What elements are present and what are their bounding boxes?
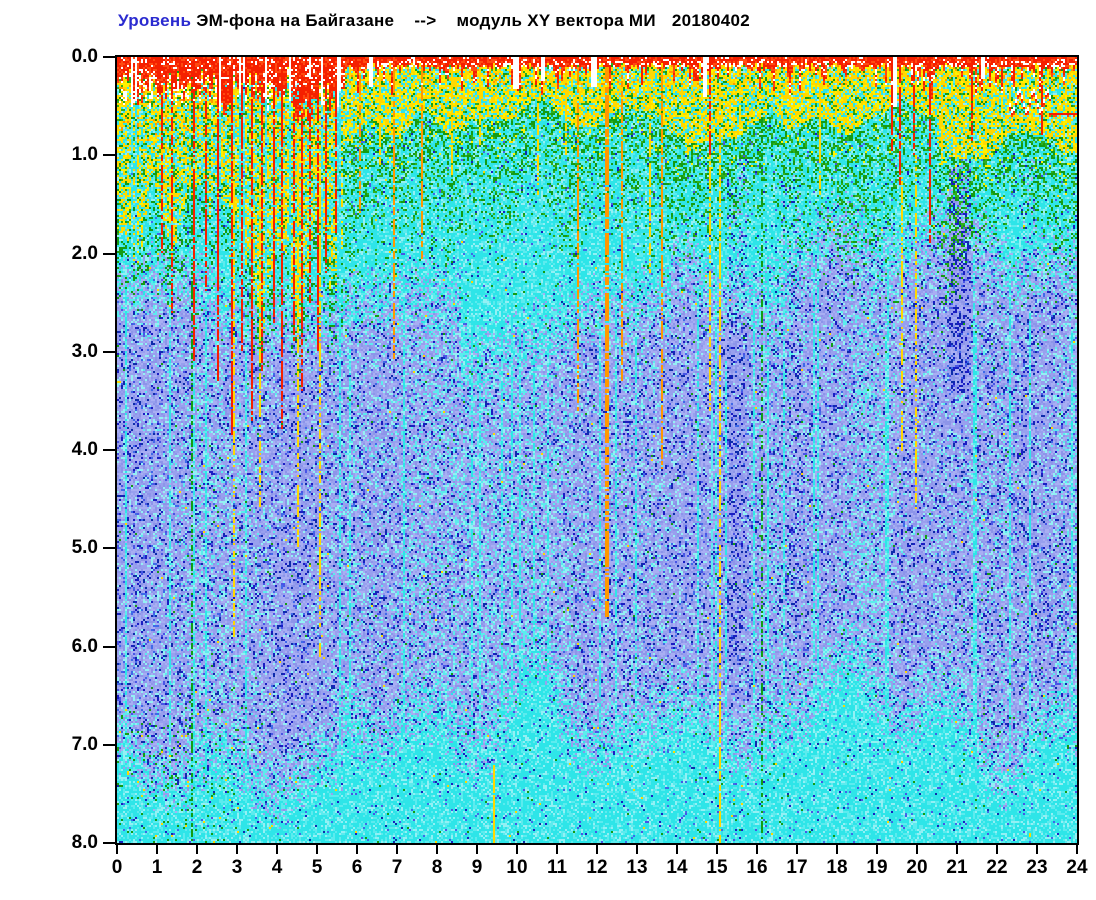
x-axis-label: 11 [546, 857, 568, 878]
y-axis-tick [103, 56, 116, 58]
x-axis-tick [596, 845, 598, 854]
y-axis-tick [103, 743, 116, 746]
y-axis-label: 5.0 [71, 537, 98, 559]
x-axis-tick [316, 845, 318, 854]
x-axis-label: 20 [906, 857, 928, 878]
x-axis-label: 1 [151, 857, 163, 878]
y-axis-label: 1.0 [71, 144, 98, 166]
x-axis-tick [196, 845, 198, 854]
x-axis-label: 23 [1026, 857, 1048, 878]
x-axis-tick [516, 845, 518, 854]
x-axis-tick [436, 845, 438, 854]
y-axis-label: 2.0 [71, 242, 98, 264]
y-axis-tick [103, 547, 116, 550]
y-axis-label: 4.0 [71, 439, 98, 460]
x-axis-tick [356, 845, 358, 854]
x-axis-tick [116, 845, 118, 854]
x-axis-tick [996, 845, 998, 854]
title-arrow: --> [414, 11, 437, 30]
x-axis-tick [156, 845, 158, 854]
x-axis-tick [396, 845, 398, 854]
x-axis-label: 17 [786, 857, 808, 878]
x-axis-tick [476, 845, 478, 854]
x-axis-label: 8 [431, 857, 443, 878]
x-axis-label: 12 [586, 857, 608, 878]
y-axis-label: 6.0 [71, 635, 98, 657]
y-axis-label: 3.0 [71, 340, 98, 362]
y-axis-label: 8.0 [71, 832, 98, 853]
x-axis-tick [716, 845, 718, 854]
x-axis-tick [676, 845, 678, 854]
spectrogram-canvas [117, 57, 1077, 843]
chart-title: Уровень ЭМ-фона на Байгазане --> модуль XY … [118, 11, 750, 31]
title-quantity: модуль XY вектора МИ [456, 11, 656, 30]
x-axis-tick [1036, 845, 1038, 854]
y-axis-tick [103, 449, 116, 451]
y-axis-tick [103, 350, 116, 353]
y-axis-tick [103, 645, 116, 648]
title-station-rest: ЭМ-фона на Байгазане [196, 11, 395, 30]
x-axis-tick [236, 845, 238, 854]
x-axis-label: 16 [746, 857, 768, 878]
x-axis-label: 7 [391, 857, 403, 878]
y-axis-label: 7.0 [71, 733, 98, 755]
x-axis-label: 24 [1066, 857, 1088, 878]
x-axis-label: 14 [666, 857, 688, 878]
x-axis-tick [876, 845, 878, 854]
x-axis-label: 0 [111, 857, 123, 878]
x-axis-tick [756, 845, 758, 854]
x-axis-label: 9 [471, 857, 483, 878]
y-axis-tick [103, 842, 116, 844]
x-axis-tick [276, 845, 278, 854]
x-axis-label: 5 [311, 857, 323, 878]
x-axis-tick [796, 845, 798, 854]
x-axis-label: 3 [231, 857, 243, 878]
y-axis-label: 0.0 [71, 46, 98, 67]
y-axis-tick [103, 154, 116, 157]
y-axis-tick [103, 252, 116, 255]
x-axis-label: 22 [986, 857, 1008, 878]
x-axis-tick [956, 845, 958, 854]
x-axis-tick [636, 845, 638, 854]
x-axis-label: 6 [351, 857, 363, 878]
x-axis-label: 13 [626, 857, 648, 878]
x-axis-label: 4 [271, 857, 283, 878]
x-axis-label: 2 [191, 857, 203, 878]
x-axis-label: 10 [506, 857, 528, 878]
title-station-word: Уровень [118, 11, 192, 30]
x-axis-tick [556, 845, 558, 854]
x-axis-label: 15 [706, 857, 728, 878]
x-axis-tick [1076, 845, 1078, 854]
x-axis-label: 21 [946, 857, 968, 878]
x-axis-label: 19 [866, 857, 888, 878]
title-date: 20180402 [671, 11, 750, 30]
x-axis-tick [916, 845, 918, 854]
x-axis-tick [836, 845, 838, 854]
x-axis-label: 18 [826, 857, 848, 878]
